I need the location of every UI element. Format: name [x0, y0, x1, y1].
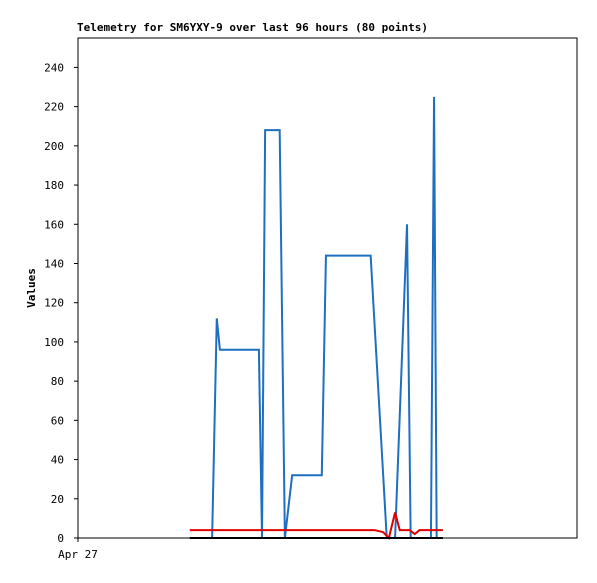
chart-title: Telemetry for SM6YXY-9 over last 96 hour…	[77, 21, 428, 34]
y-tick-label: 160	[44, 218, 64, 231]
y-tick-label: 240	[44, 61, 64, 74]
y-tick-label: 60	[51, 414, 64, 427]
y-tick-label: 140	[44, 257, 64, 270]
y-axis-label: Values	[25, 268, 38, 308]
x-tick-label: Apr 27	[58, 548, 98, 561]
y-tick-label: 220	[44, 101, 64, 114]
series-line	[189, 512, 443, 540]
y-tick-label: 120	[44, 297, 64, 310]
series-line	[211, 96, 443, 539]
y-tick-label: 80	[51, 375, 64, 388]
plot-frame	[77, 37, 578, 539]
y-tick-label: 40	[51, 454, 64, 467]
y-tick-label: 20	[51, 493, 64, 506]
y-tick-label: 200	[44, 140, 64, 153]
y-tick-label: 0	[57, 532, 64, 545]
y-tick-label: 180	[44, 179, 64, 192]
y-tick-label: 100	[44, 336, 64, 349]
